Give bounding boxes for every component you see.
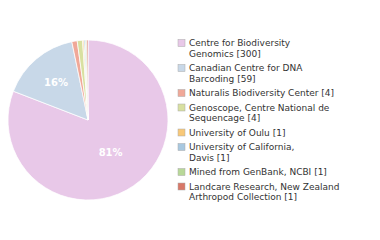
legend-swatch — [178, 169, 185, 176]
data-label: 16% — [44, 77, 68, 88]
legend: Centre for BiodiversityGenomics [300] Can… — [178, 38, 339, 202]
legend-swatch — [178, 129, 185, 136]
legend-label: Naturalis Biodiversity Center [4] — [189, 88, 334, 98]
pie-slice — [72, 41, 88, 120]
pie-slice — [13, 42, 88, 120]
legend-swatch — [178, 104, 185, 111]
data-labels: 81% 16% — [44, 77, 123, 159]
legend-label: Genoscope, Centre National deSequencage … — [189, 103, 330, 124]
legend-swatch — [178, 183, 185, 190]
pie-slice — [83, 40, 88, 120]
pie-slice — [77, 40, 88, 120]
legend-item: Centre for BiodiversityGenomics [300] — [178, 38, 291, 59]
legend-item: University of California,Davis [1] — [178, 142, 294, 163]
pie-slice — [87, 40, 88, 120]
legend-item: Genoscope, Centre National deSequencage … — [178, 103, 330, 124]
legend-item: Landcare Research, New ZealandArthropod … — [178, 182, 339, 203]
legend-item: Canadian Centre for DNABarcoding [59] — [178, 63, 303, 84]
pie-slice — [8, 40, 168, 200]
legend-swatch — [178, 90, 185, 97]
legend-label: University of California,Davis [1] — [189, 142, 294, 163]
legend-item: Naturalis Biodiversity Center [4] — [178, 88, 334, 98]
data-label: 81% — [99, 147, 123, 158]
legend-swatch — [178, 144, 185, 151]
pie — [8, 40, 168, 200]
legend-label: University of Oulu [1] — [189, 128, 285, 138]
chart: 81% 16% Centre for BiodiversityGenomics [3… — [0, 0, 380, 240]
legend-label: Canadian Centre for DNABarcoding [59] — [189, 63, 303, 84]
legend-label: Centre for BiodiversityGenomics [300] — [189, 38, 291, 59]
legend-label: Landcare Research, New ZealandArthropod … — [189, 182, 339, 203]
pie-slice — [85, 40, 88, 120]
legend-swatch — [178, 65, 185, 72]
legend-item: Mined from GenBank, NCBI [1] — [178, 167, 327, 177]
legend-label: Mined from GenBank, NCBI [1] — [189, 167, 327, 177]
legend-item: University of Oulu [1] — [178, 128, 285, 138]
pie-slice — [84, 40, 88, 120]
legend-swatch — [178, 40, 185, 47]
